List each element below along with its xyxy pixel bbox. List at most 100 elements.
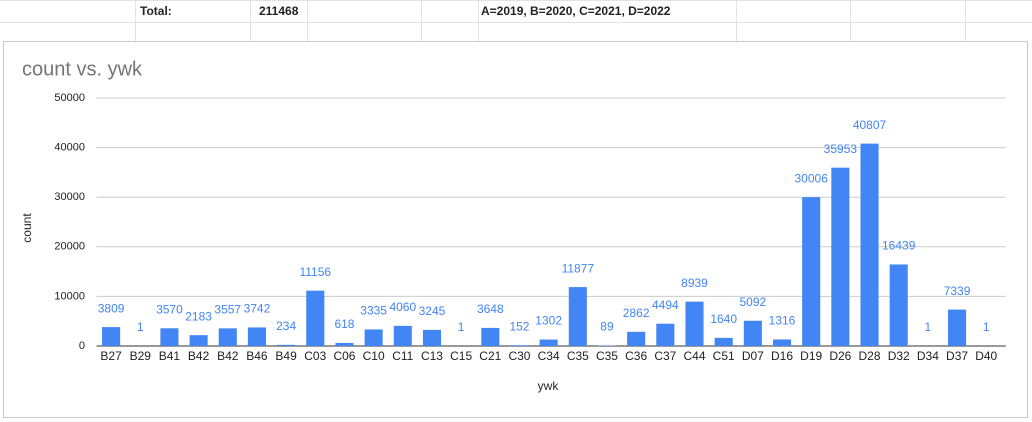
x-tick-label: D16 <box>771 349 793 363</box>
x-tick-label: C34 <box>538 349 560 363</box>
chart-frame[interactable] <box>3 41 1028 418</box>
chart-title: count vs. ywk <box>22 58 143 80</box>
x-tick-label: C35 <box>596 349 618 363</box>
value-label: 4494 <box>652 298 679 312</box>
x-tick-label: D26 <box>829 349 851 363</box>
x-tick-label: C06 <box>333 349 355 363</box>
bar <box>393 325 412 346</box>
x-tick-label: B49 <box>275 349 297 363</box>
cell-text: Total: <box>140 4 172 18</box>
y-tick-label: 50000 <box>54 92 85 104</box>
bar <box>860 143 879 346</box>
x-tick-label: C15 <box>450 349 472 363</box>
value-label: 3245 <box>419 304 446 318</box>
bar <box>160 328 179 346</box>
value-label: 3557 <box>214 303 241 317</box>
cell-text: 211468 <box>259 4 299 18</box>
value-label: 40807 <box>853 118 887 132</box>
x-tick-label: B29 <box>130 349 152 363</box>
value-label: 1316 <box>769 314 796 328</box>
bar <box>772 339 792 346</box>
bar <box>335 342 354 346</box>
x-tick-label: D28 <box>859 349 881 363</box>
x-tick-label: C10 <box>363 349 385 363</box>
x-tick-label: D37 <box>946 349 968 363</box>
value-label: 4060 <box>389 300 416 314</box>
x-tick-label: C11 <box>392 349 413 363</box>
x-tick-label: C13 <box>421 349 443 363</box>
value-label: 2862 <box>623 306 650 320</box>
bar <box>889 264 908 346</box>
bar <box>277 344 296 346</box>
value-label: 234 <box>276 319 296 333</box>
bar <box>306 290 325 346</box>
value-label: 2183 <box>185 309 212 323</box>
value-label: 1 <box>458 320 465 334</box>
bar <box>422 329 442 346</box>
bar <box>743 320 762 346</box>
bar <box>189 335 208 346</box>
bar <box>247 327 266 346</box>
value-label: 35953 <box>824 142 858 156</box>
bar <box>714 337 733 346</box>
y-tick-label: 30000 <box>54 191 85 203</box>
bar <box>364 329 383 346</box>
x-tick-label: D19 <box>800 349 822 363</box>
x-tick-label: C03 <box>304 349 326 363</box>
value-label: 618 <box>334 317 354 331</box>
value-label: 1302 <box>535 314 562 328</box>
value-label: 89 <box>600 320 614 334</box>
x-axis-label: ywk <box>538 379 560 393</box>
x-tick-label: C21 <box>479 349 501 363</box>
cell-text: A=2019, B=2020, C=2021, D=2022 <box>481 4 671 18</box>
bar <box>685 301 704 346</box>
value-label: 16439 <box>882 239 916 253</box>
bar <box>831 167 850 346</box>
bar <box>510 345 529 346</box>
bar <box>568 287 587 346</box>
bar <box>948 309 967 346</box>
value-label: 1 <box>925 320 932 334</box>
x-tick-label: C35 <box>567 349 589 363</box>
y-axis-label: count <box>20 213 34 243</box>
y-tick-label: 20000 <box>54 241 85 253</box>
x-tick-label: D32 <box>888 349 910 363</box>
bar <box>656 323 675 346</box>
value-label: 152 <box>509 319 529 333</box>
bar <box>102 327 121 346</box>
value-label: 3809 <box>98 301 125 315</box>
value-label: 30006 <box>795 171 829 185</box>
value-label: 7339 <box>944 284 971 298</box>
x-tick-label: B42 <box>188 349 210 363</box>
value-label: 11156 <box>299 265 331 279</box>
value-label: 3648 <box>477 302 504 316</box>
sheet-grid <box>0 0 1032 42</box>
value-label: 1640 <box>710 312 737 326</box>
x-tick-label: D40 <box>975 349 997 363</box>
value-label: 3570 <box>156 302 183 316</box>
value-label: 8939 <box>681 276 708 290</box>
bar <box>539 339 558 346</box>
x-tick-label: B46 <box>246 349 268 363</box>
value-label: 3335 <box>360 304 387 318</box>
x-tick-label: B41 <box>159 349 181 363</box>
value-label: 11877 <box>562 261 595 275</box>
bar <box>627 331 646 346</box>
x-tick-label: D34 <box>917 349 939 363</box>
value-label: 1 <box>983 320 990 334</box>
y-tick-label: 40000 <box>54 142 85 154</box>
bar <box>802 197 821 346</box>
y-tick-label: 10000 <box>54 290 85 302</box>
bar <box>481 327 500 346</box>
x-tick-label: C51 <box>713 349 735 363</box>
x-tick-label: C44 <box>683 349 705 363</box>
x-tick-label: C30 <box>508 349 530 363</box>
x-tick-label: C36 <box>625 349 647 363</box>
value-label: 3742 <box>244 302 271 316</box>
x-tick-label: C37 <box>654 349 676 363</box>
value-label: 5092 <box>739 295 766 309</box>
value-label: 1 <box>137 320 144 334</box>
x-tick-label: D07 <box>742 349 764 363</box>
x-tick-label: B42 <box>217 349 239 363</box>
